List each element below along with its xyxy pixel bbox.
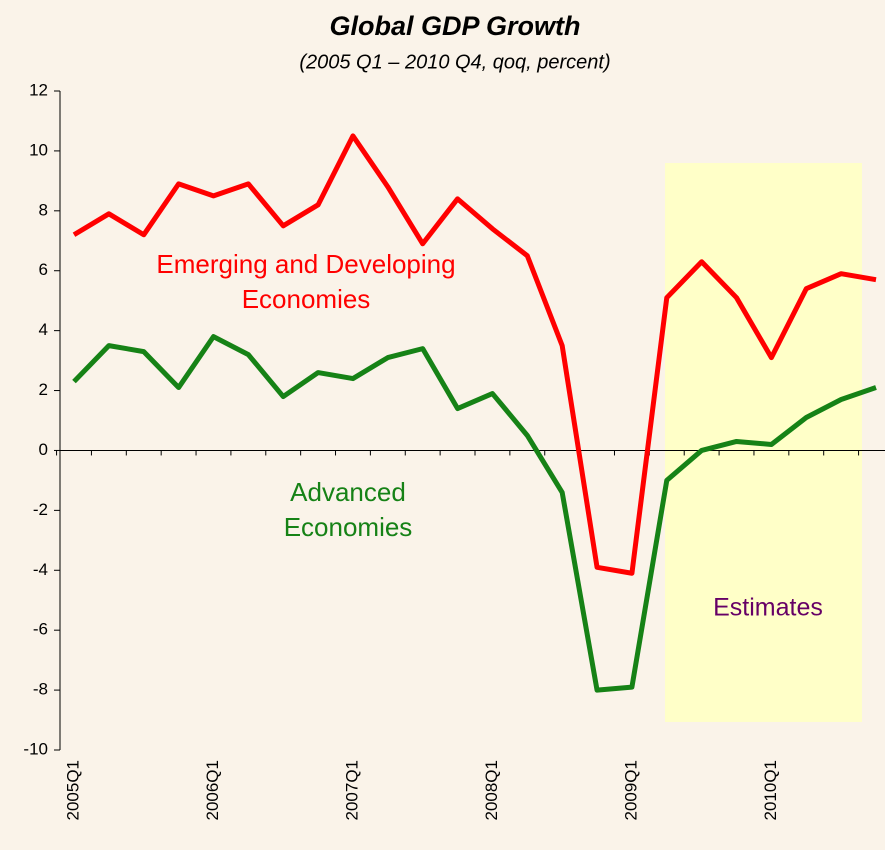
annotation: Estimates: [713, 594, 823, 622]
y-tick-label: -6: [33, 620, 48, 639]
series-line: [72, 334, 877, 693]
x-tick-label: 2006Q1: [203, 760, 222, 821]
y-tick-label: -4: [33, 560, 48, 579]
x-tick-label: 2010Q1: [761, 760, 780, 821]
x-tick-label: 2005Q1: [63, 760, 82, 821]
chart-subtitle: (2005 Q1 – 2010 Q4, qoq, percent): [299, 51, 610, 73]
x-tick-label: 2007Q1: [342, 760, 361, 821]
x-tick-label: 2009Q1: [621, 760, 640, 821]
series-label: Emerging and Developing Economies: [156, 249, 456, 314]
series-line: [72, 133, 877, 576]
y-tick-label: 2: [39, 380, 48, 399]
y-tick-label: 6: [39, 260, 48, 279]
y-tick-label: -8: [33, 680, 48, 699]
y-tick-label: -2: [33, 500, 48, 519]
series-label: Advanced Economies: [283, 477, 413, 542]
y-tick-label: -10: [23, 739, 48, 758]
y-tick-label: 4: [39, 320, 48, 339]
y-tick-label: 8: [39, 200, 48, 219]
y-tick-label: 0: [39, 440, 48, 459]
y-tick-label: 10: [29, 140, 48, 159]
x-tick-label: 2008Q1: [482, 760, 501, 821]
chart-title: Global GDP Growth: [329, 11, 580, 41]
y-tick-label: 12: [29, 80, 48, 99]
